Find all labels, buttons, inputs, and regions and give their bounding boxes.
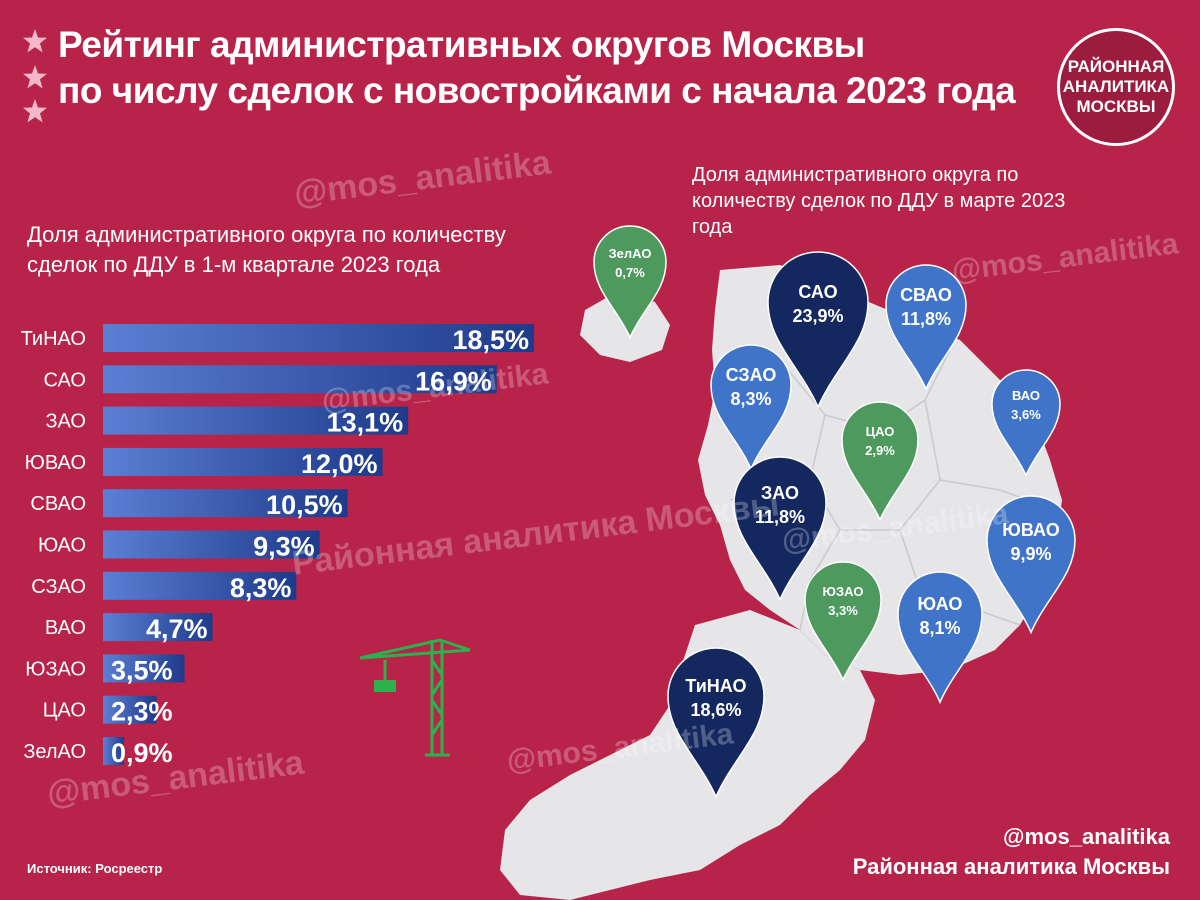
bar-value-label: 9,3% xyxy=(253,532,315,562)
brand-logo: РАЙОННАЯ АНАЛИТИКА МОСКВЫ xyxy=(1057,28,1175,146)
bar xyxy=(103,530,320,559)
bar-category-label: ЮЗАО xyxy=(25,658,86,680)
map-pin-icon xyxy=(885,264,967,391)
bar xyxy=(103,489,348,518)
map-pin-name: ЗелАО xyxy=(608,246,652,261)
map-pin-icon xyxy=(593,225,667,340)
bar-value-label: 2,3% xyxy=(111,697,173,727)
bar xyxy=(103,406,409,435)
bar-value-label: 13,1% xyxy=(327,408,404,438)
map-pin-label: ЗелАО 0,7% xyxy=(594,244,666,282)
bar-category-label: ЗАО xyxy=(45,411,86,433)
source-note: Источник: Росреестр xyxy=(27,861,163,876)
map-pin-icon xyxy=(667,647,765,799)
bar-value-label: 4,7% xyxy=(146,614,208,644)
map-pin-icon xyxy=(897,571,983,705)
map-pin-name: ТиНАО xyxy=(685,676,747,696)
map-pin-label: САО 23,9% xyxy=(768,280,868,328)
map-pin-name: ВАО xyxy=(1011,388,1041,403)
bar-value-label: 3,5% xyxy=(111,655,173,685)
footer-brand-name: Районная аналитика Москвы xyxy=(852,854,1170,879)
map-pin-value: 3,3% xyxy=(828,603,858,618)
bar-value-label: 12,0% xyxy=(301,449,378,479)
map-pin-label: СВАО 11,8% xyxy=(886,283,966,331)
bar xyxy=(103,447,383,476)
bar-category-label: ВАО xyxy=(45,617,86,639)
bar-category-label: ЗелАО xyxy=(23,741,86,763)
bar xyxy=(103,365,497,394)
bar-category-label: ЦАО xyxy=(43,700,86,722)
map-pin-label: ЦАО 2,9% xyxy=(842,422,918,460)
bar-category-label: САО xyxy=(44,369,86,391)
map-pin-value: 3,6% xyxy=(1011,407,1041,422)
map-pin-value: 2,9% xyxy=(865,443,895,458)
bar xyxy=(103,737,124,765)
map-pin-value: 18,6% xyxy=(690,700,742,720)
bar-series: ТиНАО 18,5% САО 16,9% ЗАО 13,1% ЮВАО 12,0% СВАО 1… xyxy=(21,324,534,768)
map-region-new-moscow xyxy=(500,610,875,900)
bar-value-label: 8,3% xyxy=(230,573,292,603)
map-pin-icon xyxy=(804,561,882,682)
crane-icon xyxy=(359,638,471,757)
map-pin-label: ТиНАО 18,6% xyxy=(668,674,764,722)
map-pin-icon xyxy=(710,344,792,471)
footer-handle: @mos_analitika xyxy=(1003,824,1170,849)
map-pin-name: САО xyxy=(798,282,838,302)
page-title: Рейтинг административных округов Москвы … xyxy=(58,22,1058,114)
star-icon xyxy=(23,29,47,53)
map-pin-name: ЦАО xyxy=(865,424,895,439)
map-pin-value: 23,9% xyxy=(792,306,844,326)
bar-chart-title: Доля административного округа по количес… xyxy=(27,222,506,277)
bar xyxy=(103,695,157,724)
bar-category-label: ЮВАО xyxy=(25,452,86,474)
bar xyxy=(103,571,297,600)
bar-category-label: ТиНАО xyxy=(21,328,86,350)
star-icon xyxy=(23,99,47,123)
star-icon xyxy=(23,65,47,89)
map-pin-icon xyxy=(767,251,869,409)
map-pin-icon xyxy=(991,369,1061,478)
bar-value-label: 18,5% xyxy=(452,325,529,355)
map-pin-name: СЗАО xyxy=(725,365,777,385)
map-pin-label: СЗАО 8,3% xyxy=(711,363,791,411)
bar-value-label: 10,5% xyxy=(266,490,343,520)
map-pin-value: 0,7% xyxy=(615,265,645,280)
map-pin-value: 9,9% xyxy=(1010,544,1052,564)
map-pin-name: СВАО xyxy=(900,285,952,305)
map-pin-value: 8,3% xyxy=(730,389,772,409)
map-pin-name: ЗАО xyxy=(760,483,800,503)
bar-value-label: 16,9% xyxy=(415,366,492,396)
map-pin-label: ЗАО 11,8% xyxy=(734,481,826,529)
map-pin-label: ЮАО 8,1% xyxy=(898,592,982,640)
logo-line-1: РАЙОННАЯ xyxy=(1067,57,1165,76)
map-pin-value: 8,1% xyxy=(919,618,961,638)
map-pin-icon xyxy=(986,495,1076,635)
map-chart-title: Доля административного округа по количес… xyxy=(692,164,1066,238)
map-pin-name: ЮЗАО xyxy=(822,584,864,599)
bar xyxy=(103,654,185,683)
title-line-2: по числу сделок с новостройками с начала… xyxy=(58,70,1016,111)
map-pins xyxy=(593,225,1076,799)
bar-category-label: СЗАО xyxy=(31,576,86,598)
map-pin-value: 11,8% xyxy=(754,507,806,527)
map-pin-value: 11,8% xyxy=(900,309,952,329)
map-pin-label: ЮВАО 9,9% xyxy=(987,518,1075,566)
map-pin-name: ЮАО xyxy=(917,594,963,614)
logo-line-3: МОСКВЫ xyxy=(1076,97,1156,116)
map-pin-label: ВАО 3,6% xyxy=(992,386,1060,424)
bar xyxy=(103,324,534,352)
bar-category-label: СВАО xyxy=(30,493,86,515)
bar xyxy=(103,613,213,642)
footer-brand: @mos_analitika Районная аналитика Москвы xyxy=(853,822,1170,882)
map-pin-label: ЮЗАО 3,3% xyxy=(805,582,881,620)
logo-line-2: АНАЛИТИКА xyxy=(1062,77,1170,96)
bar-value-label: 0,9% xyxy=(111,738,173,768)
map-pin-icon xyxy=(841,401,919,522)
map-pin-name: ЮВАО xyxy=(1002,520,1060,540)
map-pin-icon xyxy=(733,456,827,602)
bar-category-label: ЮАО xyxy=(38,535,86,557)
title-line-1: Рейтинг административных округов Москвы xyxy=(58,24,865,65)
